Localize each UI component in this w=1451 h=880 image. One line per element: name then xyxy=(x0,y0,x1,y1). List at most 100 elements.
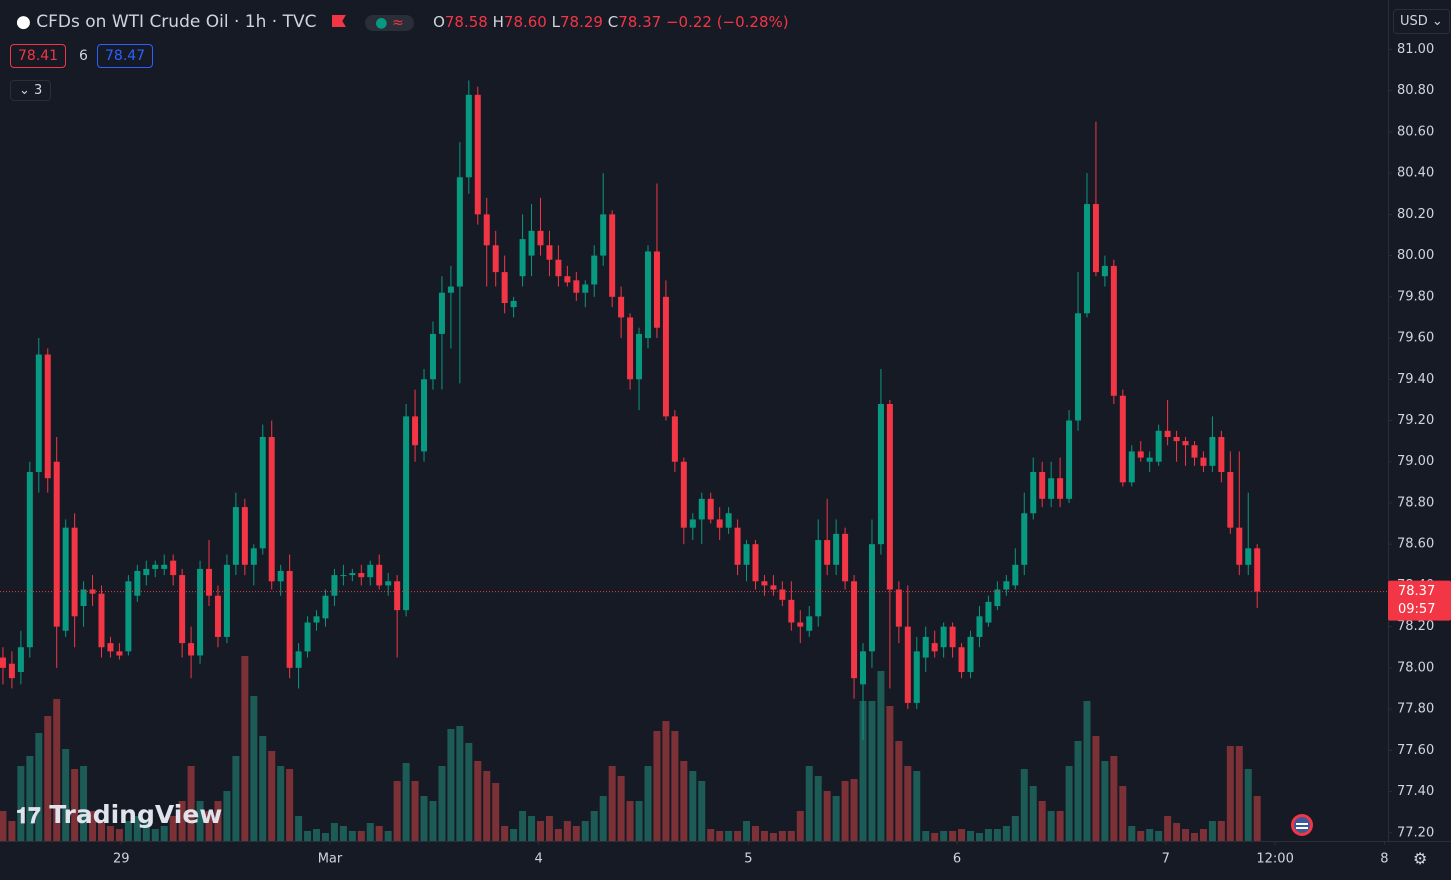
volume-bar xyxy=(1253,796,1261,841)
candle-body xyxy=(313,616,320,623)
x-tick-label: 6 xyxy=(953,852,961,867)
ask-box[interactable]: 78.47 xyxy=(97,44,154,68)
volume-bar xyxy=(223,791,231,841)
candle-body xyxy=(609,214,616,297)
volume-bar xyxy=(474,761,482,841)
candle-body xyxy=(886,404,893,590)
volume-bar xyxy=(214,801,222,841)
volume-bar xyxy=(940,831,948,841)
x-tick-label: 7 xyxy=(1162,852,1170,867)
candle-body xyxy=(797,622,804,627)
volume-bar xyxy=(124,821,132,841)
candle-body xyxy=(8,663,15,679)
l-label: L xyxy=(551,13,560,31)
symbol-icon: ● xyxy=(16,12,31,32)
candle-body xyxy=(349,573,356,576)
candle-body xyxy=(134,570,141,596)
candle-body xyxy=(770,585,777,590)
volume-bar xyxy=(510,829,518,841)
candle-body xyxy=(1048,478,1055,499)
y-tick-label: 78.00 xyxy=(1397,660,1434,675)
candle-body xyxy=(1245,548,1252,565)
candle-body xyxy=(940,626,947,648)
candle-body xyxy=(447,286,454,293)
candle-body xyxy=(277,570,284,582)
volume-bar xyxy=(1173,823,1181,841)
volume-bar xyxy=(993,829,1001,841)
candle-body xyxy=(214,595,221,637)
volume-bar xyxy=(958,829,966,841)
title: CFDs on WTI Crude Oil · 1h · TVC xyxy=(36,12,317,32)
candle-body xyxy=(197,568,204,656)
candle-body xyxy=(1236,527,1243,565)
currency-button[interactable]: USD ⌄ xyxy=(1393,9,1450,34)
volume-bar xyxy=(599,796,607,841)
candle-body xyxy=(340,575,347,577)
volume-bar xyxy=(438,766,446,841)
candle-body xyxy=(107,643,114,652)
watermark-text: TradingView xyxy=(49,800,223,829)
volume-bar xyxy=(850,779,858,841)
volume-bar xyxy=(313,829,321,841)
candle-body xyxy=(967,636,974,672)
candle-body xyxy=(653,251,660,328)
candle-body xyxy=(1164,430,1171,437)
volume-bar xyxy=(1128,826,1136,841)
volume-bar xyxy=(98,821,106,841)
candle-body xyxy=(680,461,687,528)
candle-body xyxy=(26,472,33,648)
candle-body xyxy=(232,507,239,565)
volume-bar xyxy=(859,701,867,841)
settings-icon[interactable]: ⚙ xyxy=(1413,849,1428,868)
volume-bar xyxy=(62,749,70,841)
c-value: 78.37 xyxy=(618,13,662,31)
candle-body xyxy=(546,245,553,260)
y-tick-label: 77.60 xyxy=(1397,743,1434,758)
change: −0.22 (−0.28%) xyxy=(665,13,789,31)
volume-bar xyxy=(1065,766,1073,841)
candle-body xyxy=(1191,445,1198,458)
candle-body xyxy=(743,544,750,565)
volume-bar xyxy=(689,771,697,841)
candle-body xyxy=(1128,451,1135,483)
candle-body xyxy=(761,581,768,586)
candle-body xyxy=(125,581,132,652)
ohlc: O78.58 H78.60 L78.29 C78.37 −0.22 (−0.28… xyxy=(433,13,789,31)
candle-body xyxy=(1075,313,1082,421)
volume-bar xyxy=(133,816,141,841)
candle-body xyxy=(851,581,858,679)
candle-body xyxy=(286,570,293,668)
y-tick-label: 80.40 xyxy=(1397,166,1434,181)
indicators-count: 3 xyxy=(34,83,43,98)
candle-body xyxy=(421,379,428,452)
candle-body xyxy=(725,513,732,528)
volume-bar xyxy=(698,781,706,841)
candle-body xyxy=(358,573,365,578)
candle-body xyxy=(304,622,311,652)
o-label: O xyxy=(433,13,445,31)
volume-bar xyxy=(868,701,876,841)
status-pill[interactable]: ● ≈ xyxy=(365,15,414,31)
y-tick-label: 79.60 xyxy=(1397,331,1434,346)
last-price-tag xyxy=(1388,580,1451,621)
indicators-toggle[interactable]: ⌄ 3 xyxy=(10,80,52,101)
volume-bar xyxy=(142,821,150,841)
volume-bar xyxy=(0,811,7,841)
volume-bar xyxy=(375,826,383,841)
candle-body xyxy=(1200,457,1207,466)
candle-body xyxy=(429,333,436,380)
x-tick-label: 29 xyxy=(113,852,130,867)
volume-bar xyxy=(483,771,491,841)
volume-bar xyxy=(330,823,338,841)
x-tick-label: Mar xyxy=(318,852,343,867)
candle-body xyxy=(223,564,230,637)
candle-body xyxy=(143,568,150,576)
bid-box[interactable]: 78.41 xyxy=(10,44,67,68)
volume-bar xyxy=(653,731,661,841)
y-tick-label: 77.40 xyxy=(1397,784,1434,799)
volume-bar xyxy=(1155,831,1163,841)
volume-bar xyxy=(1038,801,1046,841)
candle-body xyxy=(17,647,24,672)
candle-body xyxy=(501,272,508,304)
